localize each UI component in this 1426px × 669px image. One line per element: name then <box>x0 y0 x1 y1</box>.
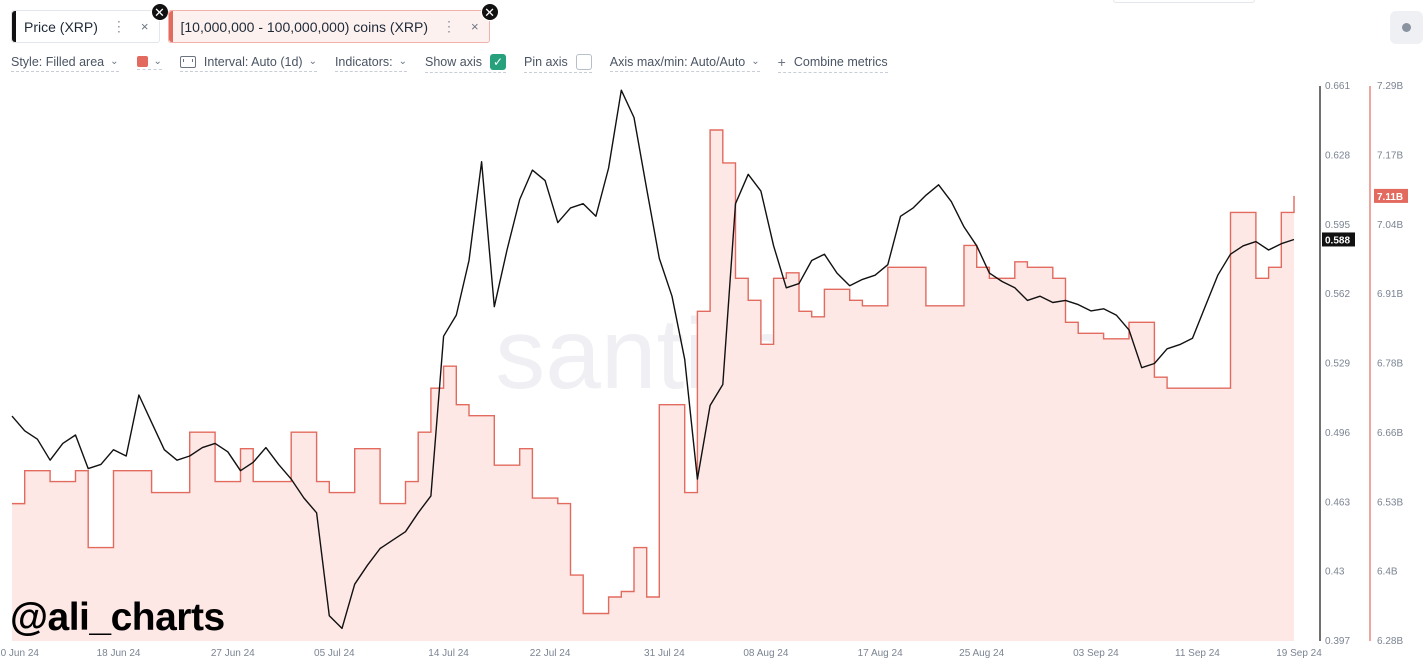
axes-layer: 0.661 0.628 0.595 0.562 0.529 0.496 0.463 0.43 0… <box>0 81 1408 659</box>
combine-metrics-button[interactable]: + Combine metrics <box>777 53 888 73</box>
coins-tick-label: 6.53B <box>1377 497 1403 508</box>
chart-toolbar: Style: Filled area ⌄ ⌄ Interval: Auto (1… <box>11 52 906 74</box>
coins-step-line <box>12 129 1295 615</box>
price-tick-label: 0.628 <box>1325 150 1350 161</box>
price-tick-label: 0.43 <box>1325 567 1345 578</box>
close-icon[interactable]: × <box>140 19 149 34</box>
pin-axis-checkbox[interactable] <box>575 53 592 70</box>
series-color-bar <box>168 11 173 42</box>
coins-area-fill <box>12 130 1294 641</box>
interval-dropdown[interactable]: Interval: Auto (1d) ⌄ <box>179 54 317 72</box>
x-tick-label: 08 Aug 24 <box>743 648 788 659</box>
x-tick-label: 27 Jun 24 <box>211 648 255 659</box>
price-tick-label: 0.562 <box>1325 289 1350 300</box>
style-label: Style: Filled area <box>11 54 105 69</box>
tab-label: Price (XRP) <box>24 18 98 35</box>
chevron-down-icon: ⌄ <box>308 56 317 67</box>
price-current-badge <box>1322 232 1355 247</box>
x-tick-label: 14 Jul 24 <box>428 648 469 659</box>
indicators-dropdown[interactable]: Indicators: ⌄ <box>334 54 408 72</box>
axis-range-label: Axis max/min: Auto/Auto <box>609 54 746 69</box>
x-tick-label: 18 Jun 24 <box>97 648 141 659</box>
color-picker[interactable]: ⌄ <box>136 56 162 70</box>
axis-range-dropdown[interactable]: Axis max/min: Auto/Auto ⌄ <box>609 54 760 72</box>
coins-current-label: 7.11B <box>1377 192 1403 203</box>
coins-tick-label: 7.17B <box>1377 150 1403 161</box>
chevron-down-icon: ⌄ <box>398 56 408 67</box>
coins-tick-label: 6.4B <box>1377 567 1398 578</box>
price-tick-label: 0.463 <box>1325 497 1350 508</box>
coins-tick-label: 7.04B <box>1377 220 1403 231</box>
remove-metric-icon[interactable]: ✕ <box>480 3 499 21</box>
x-tick-label: 31 Jul 24 <box>644 648 685 659</box>
close-icon[interactable]: × <box>471 19 479 34</box>
x-tick-label: 11 Sep 24 <box>1175 648 1220 659</box>
chevron-down-icon: ⌄ <box>110 56 119 67</box>
settings-button[interactable] <box>1390 11 1423 44</box>
combine-label: Combine metrics <box>793 54 888 69</box>
x-tick-label: 17 Aug 24 <box>858 648 903 659</box>
more-options-icon[interactable]: ⋮ <box>442 18 457 34</box>
author-handle: @ali_charts <box>10 596 225 639</box>
chevron-down-icon: ⌄ <box>153 56 162 67</box>
price-tick-label: 0.661 <box>1325 81 1350 92</box>
style-dropdown[interactable]: Style: Filled area ⌄ <box>11 55 119 72</box>
pin-axis-label: Pin axis <box>524 54 568 69</box>
x-tick-label: 03 Sep 24 <box>1073 648 1119 659</box>
pin-axis-toggle[interactable]: Pin axis <box>524 53 592 73</box>
coins-tick-label: 6.66B <box>1377 428 1403 439</box>
dot-icon <box>1402 23 1411 32</box>
coins-area-layer <box>12 129 1295 641</box>
series-color-bar <box>12 11 16 42</box>
price-current-label: 0.588 <box>1325 235 1350 246</box>
plus-icon: + <box>777 53 786 70</box>
metric-tabs: Price (XRP) ⋮ × ✕ [10,000,000 - 100,000,… <box>11 3 499 44</box>
show-axis-toggle[interactable]: Show axis ✓ <box>425 53 506 73</box>
top-panel-edge <box>1113 0 1255 3</box>
x-tick-label: 10 Jun 24 <box>0 648 39 659</box>
indicators-label: Indicators: <box>334 54 393 69</box>
chevron-down-icon: ⌄ <box>751 56 760 67</box>
coins-tick-label: 7.29B <box>1377 81 1403 92</box>
price-line <box>11 89 1295 630</box>
coins-current-badge <box>1374 188 1408 203</box>
price-tick-label: 0.529 <box>1325 359 1350 370</box>
calendar-icon <box>179 55 196 68</box>
x-tick-label: 05 Jul 24 <box>314 648 355 659</box>
coins-tick-label: 6.91B <box>1377 289 1403 300</box>
price-tick-label: 0.496 <box>1325 428 1350 439</box>
tab-whale-coins[interactable]: [10,000,000 - 100,000,000) coins (XRP) ⋮… <box>167 3 499 43</box>
coins-tick-label: 6.78B <box>1377 359 1403 370</box>
tab-price-xrp[interactable]: Price (XRP) ⋮ × ✕ <box>11 3 169 43</box>
x-tick-label: 19 Sep 24 <box>1276 648 1322 659</box>
price-line-layer <box>11 89 1295 630</box>
price-tick-label: 0.397 <box>1325 636 1350 647</box>
x-tick-label: 22 Jul 24 <box>530 648 571 659</box>
show-axis-label: Show axis <box>425 54 482 69</box>
remove-metric-icon[interactable]: ✕ <box>150 3 169 21</box>
more-options-icon[interactable]: ⋮ <box>111 18 127 34</box>
price-tick-label: 0.595 <box>1325 220 1350 231</box>
color-swatch <box>136 56 148 67</box>
x-tick-label: 25 Aug 24 <box>959 648 1004 659</box>
show-axis-checkbox[interactable]: ✓ <box>490 53 506 70</box>
interval-label: Interval: Auto (1d) <box>203 54 303 69</box>
tab-label: [10,000,000 - 100,000,000) coins (XRP) <box>180 18 429 35</box>
coins-tick-label: 6.28B <box>1377 636 1403 647</box>
